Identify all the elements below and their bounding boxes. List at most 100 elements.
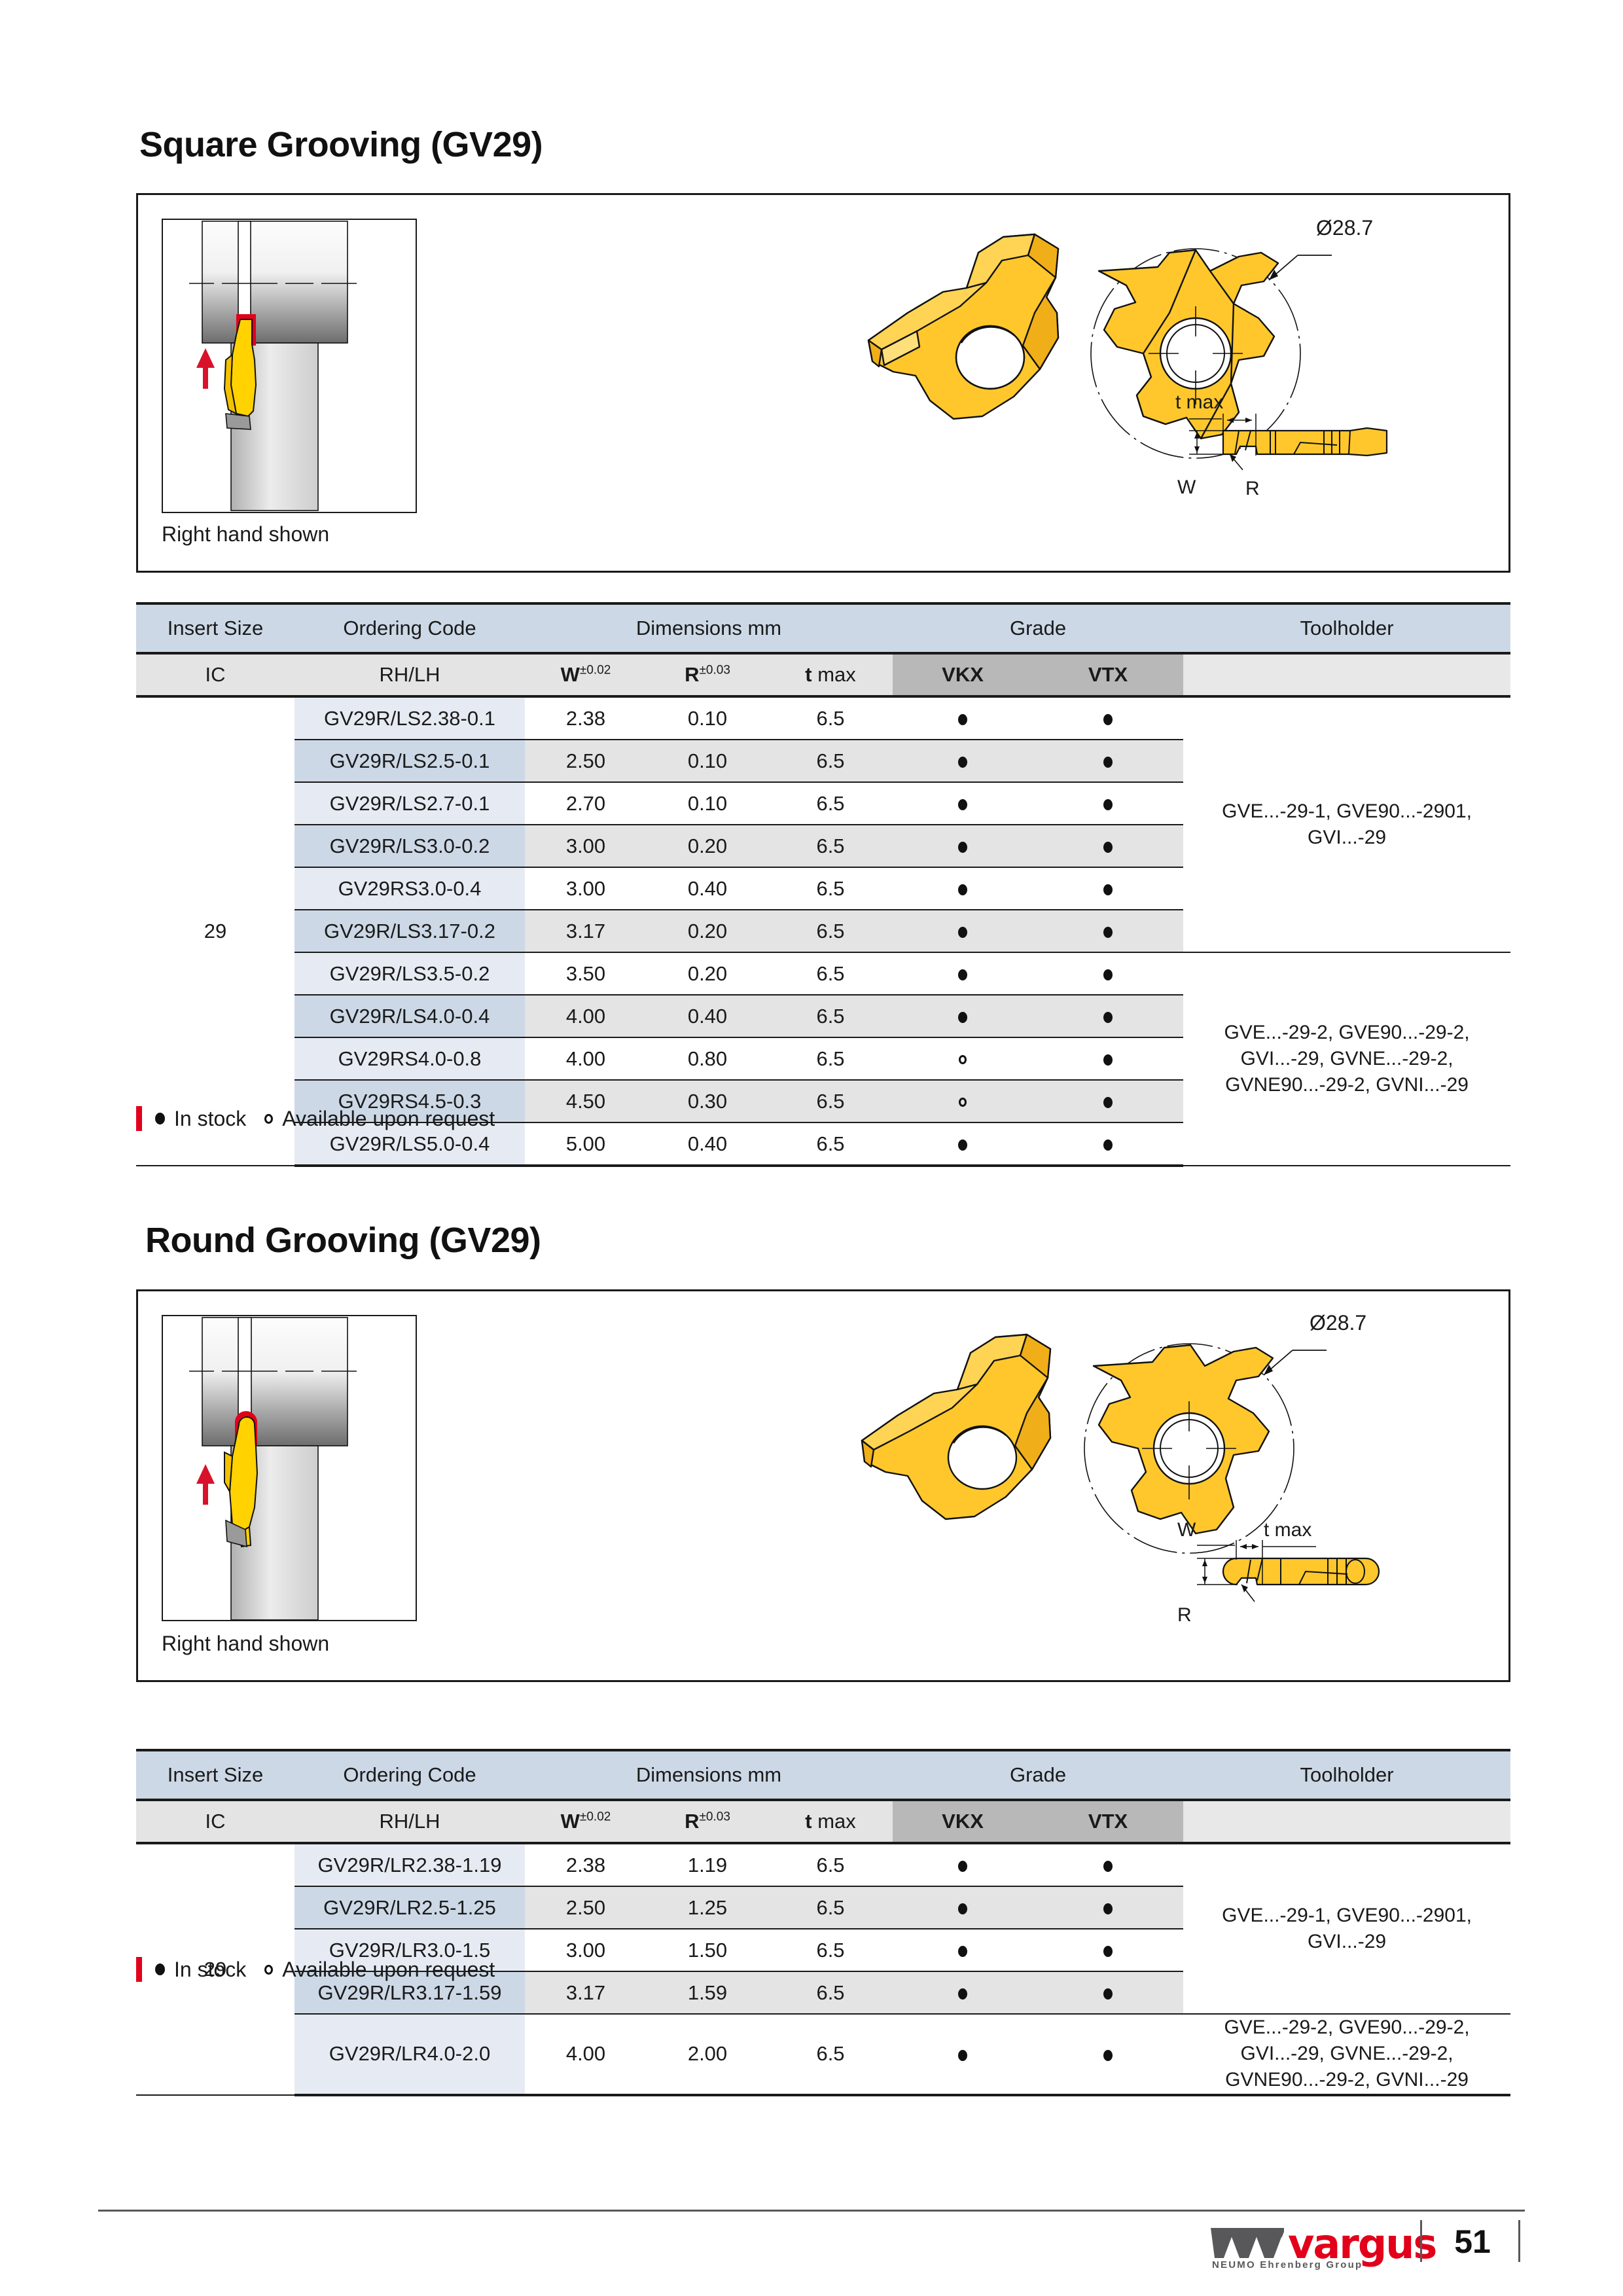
cell-tmax: 6.5 <box>768 782 893 825</box>
legend-square: In stock Available upon request <box>136 1106 495 1131</box>
subheader-rhlh: RH/LH <box>294 652 525 698</box>
cell-r: 0.20 <box>647 825 768 868</box>
cell-r: 1.19 <box>647 1843 768 1887</box>
header-toolholder: Toolholder <box>1183 1749 1511 1800</box>
subheader-toolholder-blank <box>1183 652 1511 698</box>
cell-w: 4.00 <box>525 995 647 1038</box>
cell-tmax: 6.5 <box>768 2014 893 2096</box>
cell-r: 0.20 <box>647 952 768 996</box>
subheader-r: R±0.03 <box>647 1799 768 1844</box>
cell-grade-vkx <box>893 1843 1033 1887</box>
cell-grade-vkx <box>893 2014 1033 2096</box>
filled-dot-icon <box>958 756 968 768</box>
header-dimensions: Dimensions mm <box>525 602 893 653</box>
cell-tmax: 6.5 <box>768 825 893 868</box>
w-label-round: W <box>1177 1519 1196 1541</box>
cell-grade-vtx <box>1033 1122 1184 1167</box>
filled-dot-icon <box>155 1113 165 1124</box>
cell-w: 4.50 <box>525 1080 647 1123</box>
subheader-r: R±0.03 <box>647 652 768 698</box>
cell-ordering-code: GV29R/LR4.0-2.0 <box>294 2014 525 2096</box>
insert-diameter-label-square: Ø28.7 <box>1316 216 1374 240</box>
cell-grade-vtx <box>1033 782 1184 825</box>
cell-grade-vtx <box>1033 995 1184 1038</box>
subheader-ic: IC <box>136 1799 294 1844</box>
cell-ordering-code: GV29RS3.0-0.4 <box>294 867 525 910</box>
subheader-vkx: VKX <box>893 1799 1033 1844</box>
cell-grade-vkx <box>893 1971 1033 2015</box>
filled-dot-icon <box>958 2049 968 2061</box>
insert-top-view-square <box>1090 248 1332 459</box>
filled-dot-icon <box>1103 1096 1113 1108</box>
r-label-square: R <box>1245 478 1260 499</box>
cell-grade-vtx <box>1033 1929 1184 1972</box>
insert-3d-render-round <box>861 1333 1052 1520</box>
filled-dot-icon <box>958 1860 968 1872</box>
filled-dot-icon <box>958 1945 968 1957</box>
cell-grade-vkx <box>893 910 1033 953</box>
cell-r: 0.30 <box>647 1080 768 1123</box>
filled-dot-icon <box>1103 1988 1113 2000</box>
cell-r: 0.10 <box>647 782 768 825</box>
square-grooving-operation-svg <box>189 221 357 511</box>
header-dimensions: Dimensions mm <box>525 1749 893 1800</box>
filled-dot-icon <box>958 1011 968 1023</box>
table-row: GV29R/LR3.0-1.5 3.00 1.50 6.5 <box>136 1929 1510 1972</box>
operation-diagram-round <box>162 1315 417 1621</box>
cell-tmax: 6.5 <box>768 867 893 910</box>
header-toolholder: Toolholder <box>1183 602 1511 653</box>
cell-ordering-code: GV29R/LS2.38-0.1 <box>294 696 525 740</box>
filled-dot-icon <box>155 1964 165 1975</box>
filled-dot-icon <box>1103 841 1113 853</box>
cell-toolholder: GVE...-29-1, GVE90...-2901, GVI...-29 <box>1183 1843 1511 2015</box>
subheader-tmax: t max <box>768 652 893 698</box>
cell-w: 2.70 <box>525 782 647 825</box>
table-row: GV29R/LS5.0-0.4 5.00 0.40 6.5 <box>136 1122 1510 1167</box>
filled-dot-icon <box>1103 969 1113 980</box>
operation-diagram-square <box>162 219 417 513</box>
table-row: GV29R/LR3.17-1.59 3.17 1.59 6.5 <box>136 1971 1510 2015</box>
table-row: GV29R/LS2.7-0.1 2.70 0.10 6.5 <box>136 782 1510 825</box>
cell-grade-vkx <box>893 1122 1033 1167</box>
round-grooving-operation-svg <box>189 1317 357 1621</box>
brand-name: vargus <box>1288 2220 1437 2268</box>
filled-dot-icon <box>1103 756 1113 768</box>
cell-grade-vtx <box>1033 1080 1184 1123</box>
feed-direction-arrow <box>196 348 215 389</box>
table-row: GV29R/LS4.0-0.4 4.00 0.40 6.5 <box>136 995 1510 1038</box>
cell-tmax: 6.5 <box>768 1971 893 2015</box>
subheader-vtx: VTX <box>1033 1799 1184 1844</box>
cell-r: 1.50 <box>647 1929 768 1972</box>
cell-r: 0.40 <box>647 867 768 910</box>
header-insert-size: Insert Size <box>136 602 294 653</box>
cell-grade-vtx <box>1033 1037 1184 1081</box>
table-subheader-row-square: IC RH/LH W±0.02 R±0.03 t max VKX VTX <box>136 652 1511 698</box>
footer-vertical-divider-right <box>1518 2220 1520 2262</box>
filled-dot-icon <box>958 1903 968 1914</box>
cell-ordering-code: GV29RS4.5-0.3 <box>294 1080 525 1123</box>
w-label-square: W <box>1177 476 1196 498</box>
legend-in-stock-label: In stock <box>174 1957 247 1981</box>
header-ordering-code: Ordering Code <box>294 602 525 653</box>
cell-r: 1.25 <box>647 1886 768 1929</box>
cell-r: 2.00 <box>647 2014 768 2096</box>
insert-top-view-round <box>1084 1343 1327 1554</box>
page-number: 51 <box>1454 2223 1491 2260</box>
header-insert-size: Insert Size <box>136 1749 294 1800</box>
legend-red-bar-icon <box>136 1957 142 1982</box>
cell-tmax: 6.5 <box>768 995 893 1038</box>
cell-r: 0.40 <box>647 1122 768 1167</box>
header-ordering-code: Ordering Code <box>294 1749 525 1800</box>
filled-dot-icon <box>958 1988 968 2000</box>
cell-grade-vkx <box>893 740 1033 783</box>
table-header-row-square: Insert Size Ordering Code Dimensions mm … <box>136 602 1511 653</box>
subheader-vtx: VTX <box>1033 652 1184 698</box>
table-row: GV29R/LS3.0-0.2 3.00 0.20 6.5 <box>136 825 1510 868</box>
cell-r: 0.40 <box>647 995 768 1038</box>
header-grade: Grade <box>893 1749 1184 1800</box>
cell-r: 1.59 <box>647 1971 768 2015</box>
header-grade: Grade <box>893 602 1184 653</box>
table-row: GV29RS4.0-0.8 4.00 0.80 6.5 <box>136 1037 1510 1081</box>
filled-dot-icon <box>1103 884 1113 895</box>
